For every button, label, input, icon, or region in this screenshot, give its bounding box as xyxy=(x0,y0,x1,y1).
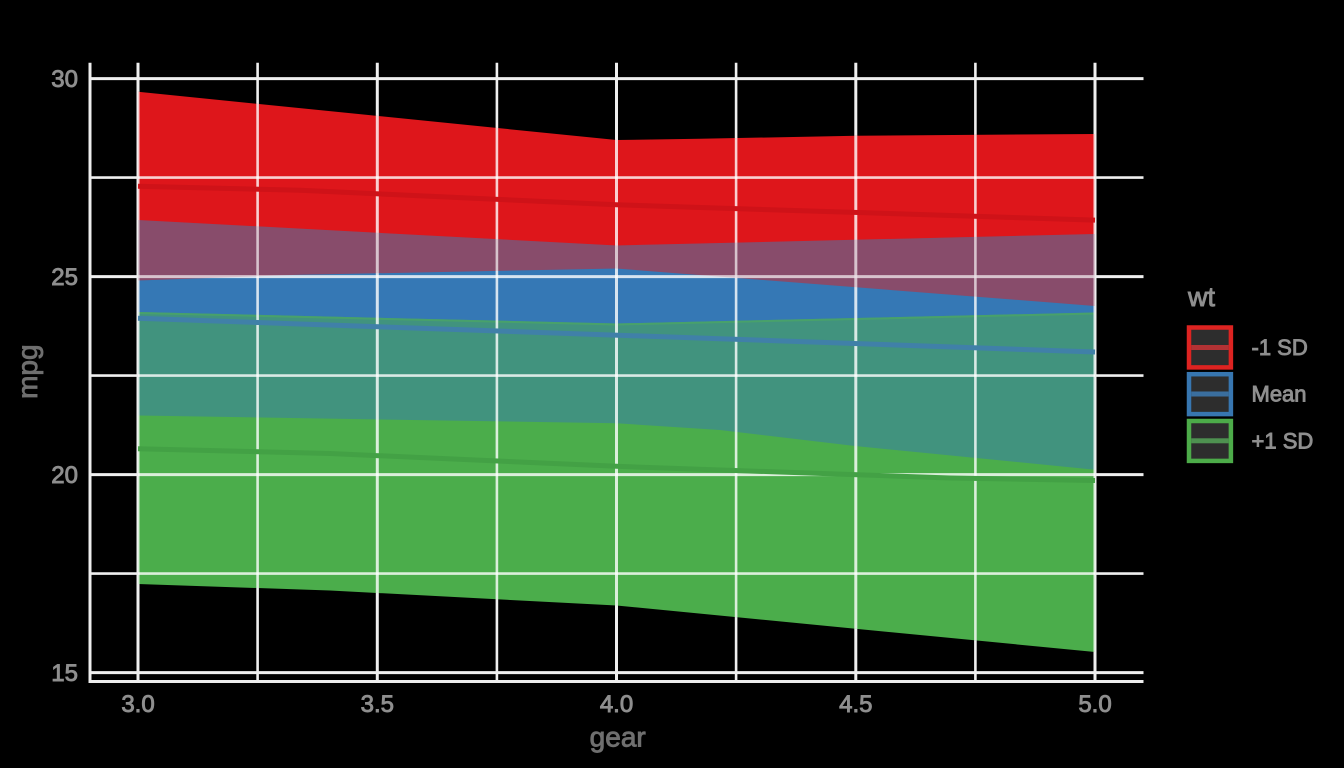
svg-text:wt: wt xyxy=(1187,282,1215,312)
svg-text:mpg: mpg xyxy=(12,344,43,398)
svg-text:4.0: 4.0 xyxy=(600,691,633,718)
svg-text:gear: gear xyxy=(590,722,646,753)
svg-text:+1 SD: +1 SD xyxy=(1252,429,1314,454)
svg-text:3.0: 3.0 xyxy=(121,691,154,718)
svg-text:25: 25 xyxy=(51,264,78,291)
svg-text:20: 20 xyxy=(51,462,78,489)
svg-text:Mean: Mean xyxy=(1252,382,1307,407)
svg-text:3.5: 3.5 xyxy=(361,691,394,718)
svg-text:30: 30 xyxy=(51,66,78,93)
svg-text:5.0: 5.0 xyxy=(1078,691,1111,718)
svg-text:-1 SD: -1 SD xyxy=(1252,335,1308,360)
svg-text:15: 15 xyxy=(51,660,78,687)
svg-text:4.5: 4.5 xyxy=(839,691,872,718)
